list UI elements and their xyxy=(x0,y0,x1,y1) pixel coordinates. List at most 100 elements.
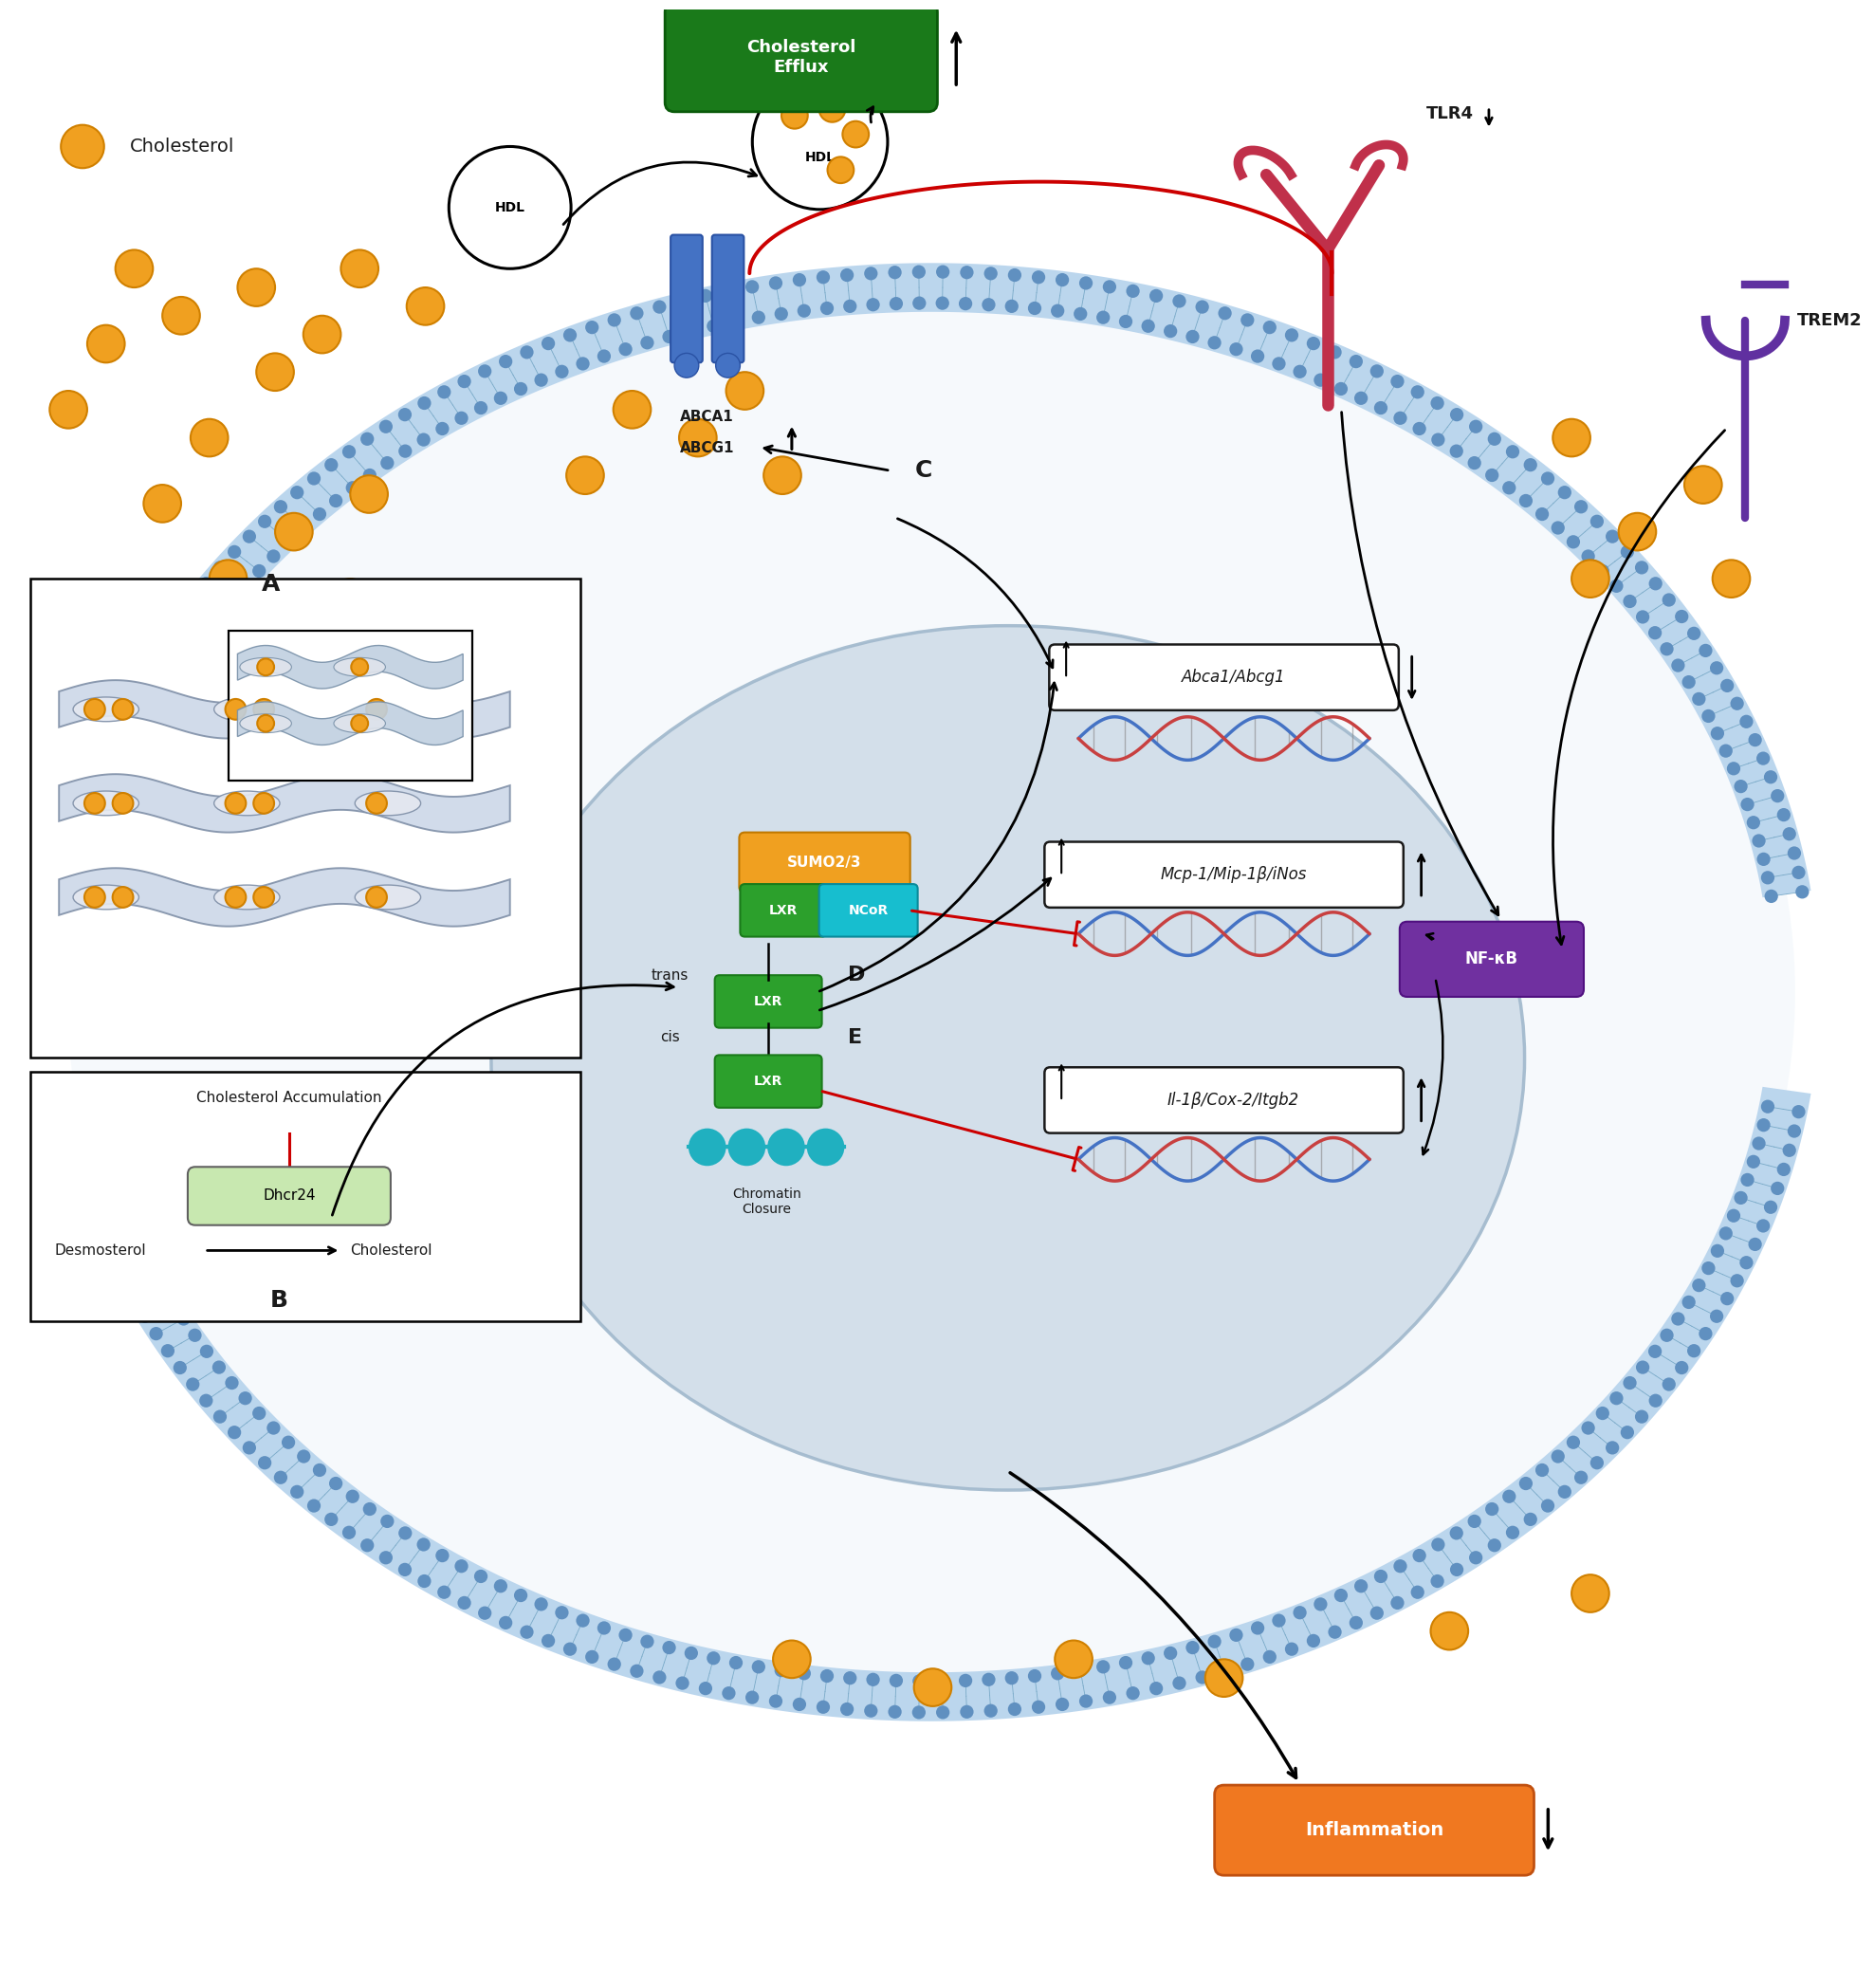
Text: Cholesterol: Cholesterol xyxy=(350,1242,433,1258)
Text: Mcp-1/Mip-1β/iNos: Mcp-1/Mip-1β/iNos xyxy=(1160,867,1306,883)
Circle shape xyxy=(214,1409,227,1423)
Circle shape xyxy=(150,644,163,658)
Circle shape xyxy=(1218,1664,1231,1678)
Circle shape xyxy=(161,626,174,640)
Circle shape xyxy=(1756,1119,1771,1131)
Circle shape xyxy=(1079,276,1093,290)
Circle shape xyxy=(915,1668,952,1706)
Circle shape xyxy=(935,1674,948,1688)
Circle shape xyxy=(1623,1376,1636,1390)
Circle shape xyxy=(1119,314,1132,328)
Circle shape xyxy=(1186,1640,1199,1654)
Ellipse shape xyxy=(354,885,420,909)
Circle shape xyxy=(399,1527,412,1541)
Circle shape xyxy=(450,147,572,268)
Text: TLR4: TLR4 xyxy=(1426,105,1473,121)
Circle shape xyxy=(1306,1634,1319,1648)
Circle shape xyxy=(566,457,603,495)
Circle shape xyxy=(1119,1656,1132,1670)
Circle shape xyxy=(1662,592,1675,606)
Circle shape xyxy=(498,1616,512,1630)
Circle shape xyxy=(360,431,375,445)
Text: SUMO2/3: SUMO2/3 xyxy=(787,855,862,869)
Circle shape xyxy=(332,579,369,616)
Ellipse shape xyxy=(240,658,292,676)
Circle shape xyxy=(1795,885,1808,899)
Circle shape xyxy=(1164,324,1177,338)
Circle shape xyxy=(1051,304,1064,318)
Circle shape xyxy=(727,1129,765,1165)
Circle shape xyxy=(1747,815,1760,829)
Circle shape xyxy=(1469,1551,1482,1565)
Circle shape xyxy=(199,577,214,590)
Circle shape xyxy=(1229,342,1242,356)
Circle shape xyxy=(1591,1455,1604,1469)
FancyBboxPatch shape xyxy=(714,976,823,1028)
Circle shape xyxy=(1004,1672,1018,1684)
Polygon shape xyxy=(51,1087,1810,1722)
Text: Dhcr24: Dhcr24 xyxy=(262,1189,315,1203)
Circle shape xyxy=(1349,354,1362,368)
Circle shape xyxy=(652,1670,667,1684)
Circle shape xyxy=(1733,1191,1748,1205)
Text: cis: cis xyxy=(660,1030,680,1044)
Ellipse shape xyxy=(73,791,139,815)
Circle shape xyxy=(225,1376,238,1390)
Circle shape xyxy=(84,887,105,909)
Circle shape xyxy=(242,529,257,543)
Circle shape xyxy=(699,288,712,302)
FancyBboxPatch shape xyxy=(229,630,472,781)
Circle shape xyxy=(1610,1392,1623,1406)
Circle shape xyxy=(1672,1312,1685,1326)
Circle shape xyxy=(478,1606,491,1620)
Circle shape xyxy=(817,270,830,284)
Circle shape xyxy=(478,364,491,378)
Circle shape xyxy=(575,358,590,370)
Circle shape xyxy=(307,1499,320,1513)
Ellipse shape xyxy=(334,714,386,734)
Text: NF-κB: NF-κB xyxy=(1465,950,1518,968)
Circle shape xyxy=(1733,779,1748,793)
Circle shape xyxy=(519,346,534,360)
Circle shape xyxy=(1702,710,1715,724)
Text: NCoR: NCoR xyxy=(849,905,888,916)
Text: LXR: LXR xyxy=(768,905,798,916)
Circle shape xyxy=(66,1143,79,1157)
FancyBboxPatch shape xyxy=(665,2,937,111)
Polygon shape xyxy=(58,680,510,738)
Circle shape xyxy=(1782,1143,1795,1157)
Circle shape xyxy=(1430,396,1445,410)
Text: E: E xyxy=(849,1028,862,1048)
Circle shape xyxy=(641,1634,654,1648)
Circle shape xyxy=(257,354,294,392)
Circle shape xyxy=(227,1425,242,1439)
Circle shape xyxy=(746,280,759,294)
Circle shape xyxy=(1752,835,1765,847)
Circle shape xyxy=(210,561,247,598)
Circle shape xyxy=(199,1394,214,1408)
Text: Inflammation: Inflammation xyxy=(1304,1821,1443,1839)
Circle shape xyxy=(257,916,294,954)
Circle shape xyxy=(116,626,154,664)
Circle shape xyxy=(1432,1539,1445,1551)
Circle shape xyxy=(1730,1274,1745,1288)
Circle shape xyxy=(1293,1606,1306,1620)
Circle shape xyxy=(214,561,227,575)
Circle shape xyxy=(1660,642,1673,656)
Circle shape xyxy=(296,1449,311,1463)
Circle shape xyxy=(498,354,512,368)
Circle shape xyxy=(1355,1578,1368,1592)
Circle shape xyxy=(677,294,690,308)
Circle shape xyxy=(864,1704,877,1718)
Circle shape xyxy=(1683,676,1696,688)
Circle shape xyxy=(182,654,219,692)
Circle shape xyxy=(1196,1670,1209,1684)
Circle shape xyxy=(114,779,127,793)
Circle shape xyxy=(437,1586,452,1598)
Circle shape xyxy=(129,744,142,757)
Circle shape xyxy=(1004,300,1018,312)
Ellipse shape xyxy=(240,714,292,734)
Circle shape xyxy=(1756,1219,1769,1233)
Circle shape xyxy=(1552,1449,1565,1463)
Circle shape xyxy=(1349,1616,1362,1630)
